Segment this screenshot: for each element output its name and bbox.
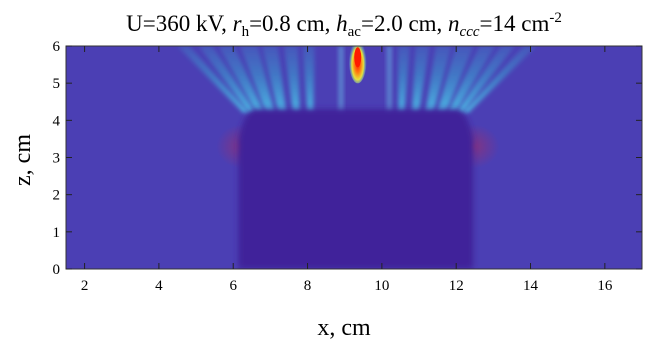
field-ray bbox=[198, 46, 256, 113]
title-nccc-subscript: ccc bbox=[460, 24, 480, 40]
x-tick-label: 2 bbox=[81, 278, 89, 294]
title-hac-symbol: h bbox=[336, 11, 348, 36]
y-tick-label: 5 bbox=[53, 76, 61, 92]
field-ray bbox=[447, 46, 496, 113]
y-tick-label: 2 bbox=[53, 188, 61, 204]
y-tick-label: 6 bbox=[53, 39, 61, 55]
title-rh-value: =0.8 cm, bbox=[249, 11, 336, 36]
title-hac-subscript: ac bbox=[348, 24, 362, 40]
title-nccc-symbol: n bbox=[448, 11, 460, 36]
field-ray bbox=[338, 46, 344, 113]
y-tick-label: 3 bbox=[53, 151, 61, 167]
field-rays bbox=[177, 46, 537, 113]
field-ray bbox=[302, 46, 315, 113]
x-axis-label: x, cm bbox=[317, 315, 371, 341]
field-ray bbox=[462, 46, 537, 113]
chart-title: U=360 kV, rh=0.8 cm, hac=2.0 cm, nccc=14… bbox=[126, 10, 562, 40]
field-ray bbox=[386, 46, 392, 113]
field-ray bbox=[425, 46, 452, 113]
field-ray bbox=[239, 46, 275, 113]
title-nccc-exponent: -2 bbox=[549, 10, 562, 26]
x-tick-label: 16 bbox=[597, 278, 613, 294]
x-tick-label: 4 bbox=[155, 278, 163, 294]
hot-spot bbox=[348, 46, 367, 84]
y-axis-label: z, cm bbox=[10, 134, 36, 186]
y-axis-ticks: 0 1 2 3 4 5 6 bbox=[53, 39, 642, 278]
title-rh-subscript: h bbox=[242, 24, 250, 40]
y-tick-label: 0 bbox=[53, 262, 61, 278]
hot-spot-core bbox=[354, 47, 362, 68]
field-ray bbox=[261, 46, 287, 113]
field-ray bbox=[436, 46, 474, 113]
x-axis-ticks: 2 4 6 8 10 12 14 16 bbox=[81, 46, 613, 294]
x-tick-label: 14 bbox=[523, 278, 539, 294]
title-rh-symbol: r bbox=[233, 11, 243, 36]
field-ray bbox=[283, 46, 300, 113]
title-nccc-value: =14 cm bbox=[480, 11, 550, 36]
field-ray bbox=[177, 46, 250, 113]
heatmap-plot-area bbox=[66, 46, 642, 269]
title-hac-value: =2.0 cm, bbox=[361, 11, 448, 36]
field-ray bbox=[455, 46, 515, 113]
field-ray bbox=[218, 46, 265, 113]
x-tick-label: 6 bbox=[229, 278, 237, 294]
y-tick-label: 4 bbox=[53, 113, 61, 129]
field-ray bbox=[398, 46, 411, 113]
title-voltage: U=360 kV, bbox=[126, 11, 232, 36]
x-tick-label: 8 bbox=[304, 278, 312, 294]
x-tick-label: 10 bbox=[374, 278, 389, 294]
y-tick-label: 1 bbox=[53, 225, 61, 241]
plateau-region bbox=[238, 109, 474, 269]
x-tick-label: 12 bbox=[449, 278, 464, 294]
field-ray bbox=[411, 46, 430, 113]
